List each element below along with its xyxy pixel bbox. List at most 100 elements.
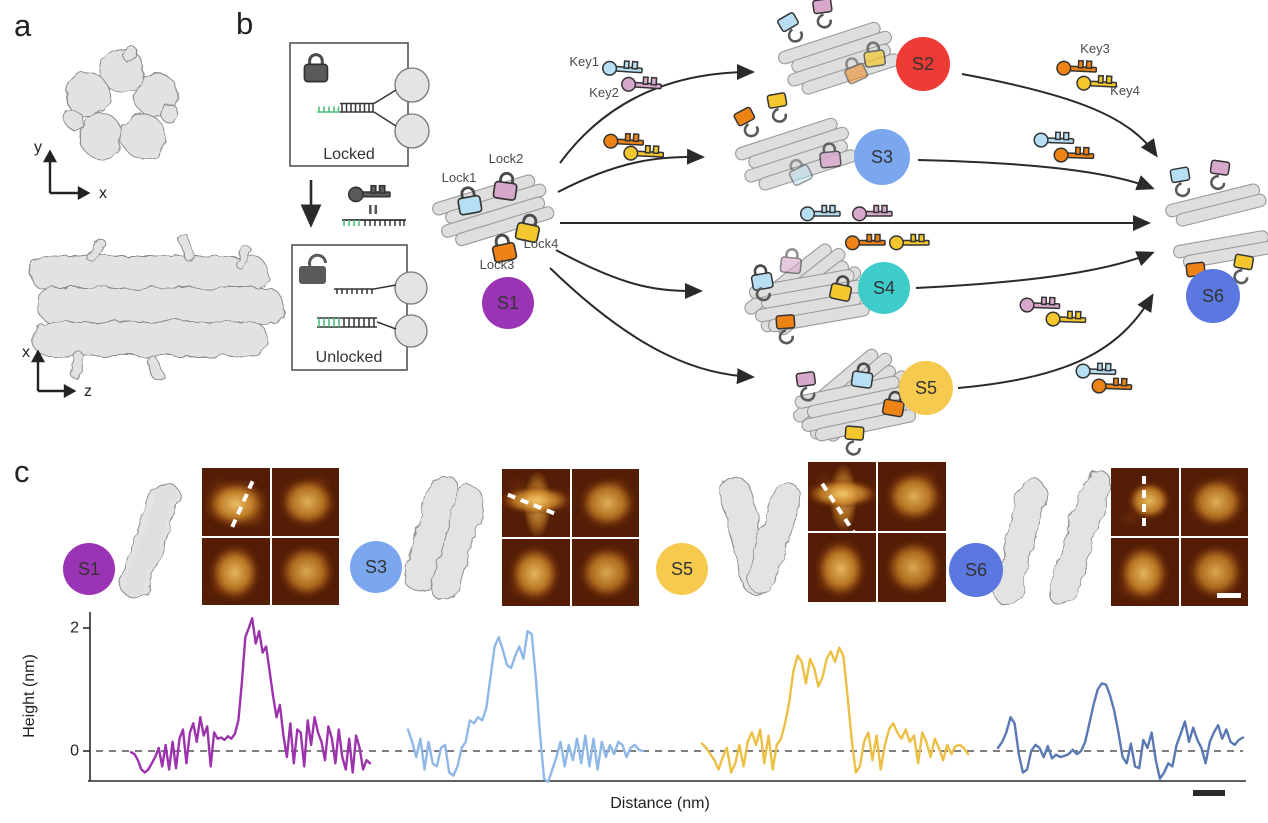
open-lock2-icon [811, 0, 836, 30]
key3-icon [1055, 58, 1098, 78]
axes-top [42, 149, 91, 201]
afm-grid-s5 [808, 462, 946, 602]
open-lock4-icon-s5 [842, 424, 866, 457]
arrow-s2-s6 [961, 73, 1158, 158]
afm-image [502, 538, 570, 606]
locked-label: Locked [323, 146, 375, 163]
afm-scale-bar [1217, 593, 1241, 598]
open-lock2-icon-s6 [1206, 158, 1232, 192]
chart-scale-bar [1193, 790, 1225, 796]
arrow-s1-s3 [557, 148, 705, 193]
arrow-s1-s4 [555, 249, 703, 299]
dark-key-icon [347, 184, 391, 203]
structure-s4 [741, 235, 871, 346]
ytick-2: 2 [70, 620, 79, 637]
key2-icon [620, 74, 663, 95]
keys-s2-s6: Key3 Key4 [1055, 41, 1140, 98]
axis-z-label: z [84, 383, 92, 400]
afm-image [202, 537, 270, 605]
chart-traces [129, 617, 1245, 783]
key1-label: Key1 [569, 54, 599, 69]
afm-image [878, 533, 946, 602]
arrow-s1-s5 [549, 267, 755, 385]
afm-grid-s1 [202, 468, 339, 605]
key1-icon-b [1033, 130, 1075, 149]
key2-icon-mid [851, 204, 893, 222]
key4-label: Key4 [1110, 83, 1140, 98]
svg-text:S6: S6 [965, 560, 987, 580]
open-lock3-icon [732, 105, 764, 141]
x-axis-title: Distance (nm) [610, 795, 710, 812]
structure-s1: Lock1 Lock2 Lock3 Lock4 [430, 151, 558, 272]
key3-icon-mid [844, 233, 886, 251]
key-lock-duplex [317, 317, 397, 330]
height-profile-trace-s5 [700, 646, 970, 774]
section-line-s5 [820, 482, 856, 531]
axes-bottom [30, 349, 77, 399]
svg-text:S1: S1 [497, 293, 519, 313]
afm-image [1180, 468, 1248, 536]
open-lock1-icon [775, 10, 808, 47]
lock-duplex-sticky-end [317, 106, 340, 113]
afm-image [202, 468, 270, 536]
key3-icon-a [602, 131, 645, 151]
lock-duplex [340, 89, 397, 127]
afm-grid-s3 [502, 469, 639, 606]
afm-image [271, 468, 339, 536]
svg-text:S5: S5 [671, 559, 693, 579]
key2-icon-c [1019, 295, 1061, 314]
keys-s5-s6 [1075, 361, 1133, 395]
open-lock1-icon-s6 [1168, 165, 1194, 199]
height-profile-trace-s3 [406, 629, 645, 783]
svg-text:S3: S3 [871, 147, 893, 167]
svg-text:S6: S6 [1202, 286, 1224, 306]
key4-icon-mid [888, 233, 930, 251]
svg-text:S5: S5 [915, 378, 937, 398]
afm-image [878, 462, 946, 531]
lock2-icon [491, 170, 520, 202]
panel-b-label: b [236, 6, 253, 41]
open-lock4-icon [765, 91, 791, 125]
origami-edge-top2 [394, 271, 428, 305]
panel-c-label: c [14, 454, 30, 489]
afm-image [808, 462, 876, 531]
state-circle-s2: S2 [896, 37, 950, 91]
structure-s2 [775, 0, 902, 101]
axis-y-label: y [34, 139, 42, 156]
key3-icon-b [1053, 145, 1095, 164]
lock3-label: Lock3 [480, 257, 515, 272]
key-strand [342, 219, 406, 226]
keys-s1-s6-straight [799, 204, 930, 251]
section-line-s6 [1142, 476, 1146, 532]
arrow-s3-s6 [917, 159, 1155, 191]
lock1-label: Lock1 [442, 170, 477, 185]
unlocked-label: Unlocked [316, 349, 383, 366]
keys-s1-s4 [1033, 130, 1095, 164]
afm-image [1111, 538, 1179, 606]
ytick-0: 0 [70, 743, 79, 760]
section-line-s3 [507, 492, 555, 516]
origami-edge-bottom [394, 113, 430, 149]
arrow-s5-s6 [957, 293, 1154, 389]
height-profile-trace-s6 [996, 682, 1245, 780]
lock2-label: Lock2 [489, 151, 524, 166]
state-circle-c-s3: S3 [350, 541, 402, 593]
key3-icon-d [1091, 376, 1133, 395]
state-circle-c-s1: S1 [63, 543, 115, 595]
afm-image [571, 469, 639, 537]
state-circle-c-s6: S6 [949, 543, 1003, 597]
equals-icon [369, 205, 378, 214]
origami-edge-bottom2 [394, 314, 428, 348]
model-s3 [400, 470, 488, 605]
structure-s5 [790, 340, 918, 457]
keys-s1-s3 [602, 131, 665, 163]
state-circle-s6: S6 [1186, 269, 1240, 323]
key2-label: Key2 [589, 85, 619, 100]
afm-image [271, 537, 339, 605]
structure-s3 [732, 91, 859, 197]
state-circle-s1: S1 [482, 277, 534, 329]
model-s1 [114, 477, 186, 603]
key1-icon-mid [799, 204, 841, 222]
key1-icon-d [1075, 361, 1117, 380]
